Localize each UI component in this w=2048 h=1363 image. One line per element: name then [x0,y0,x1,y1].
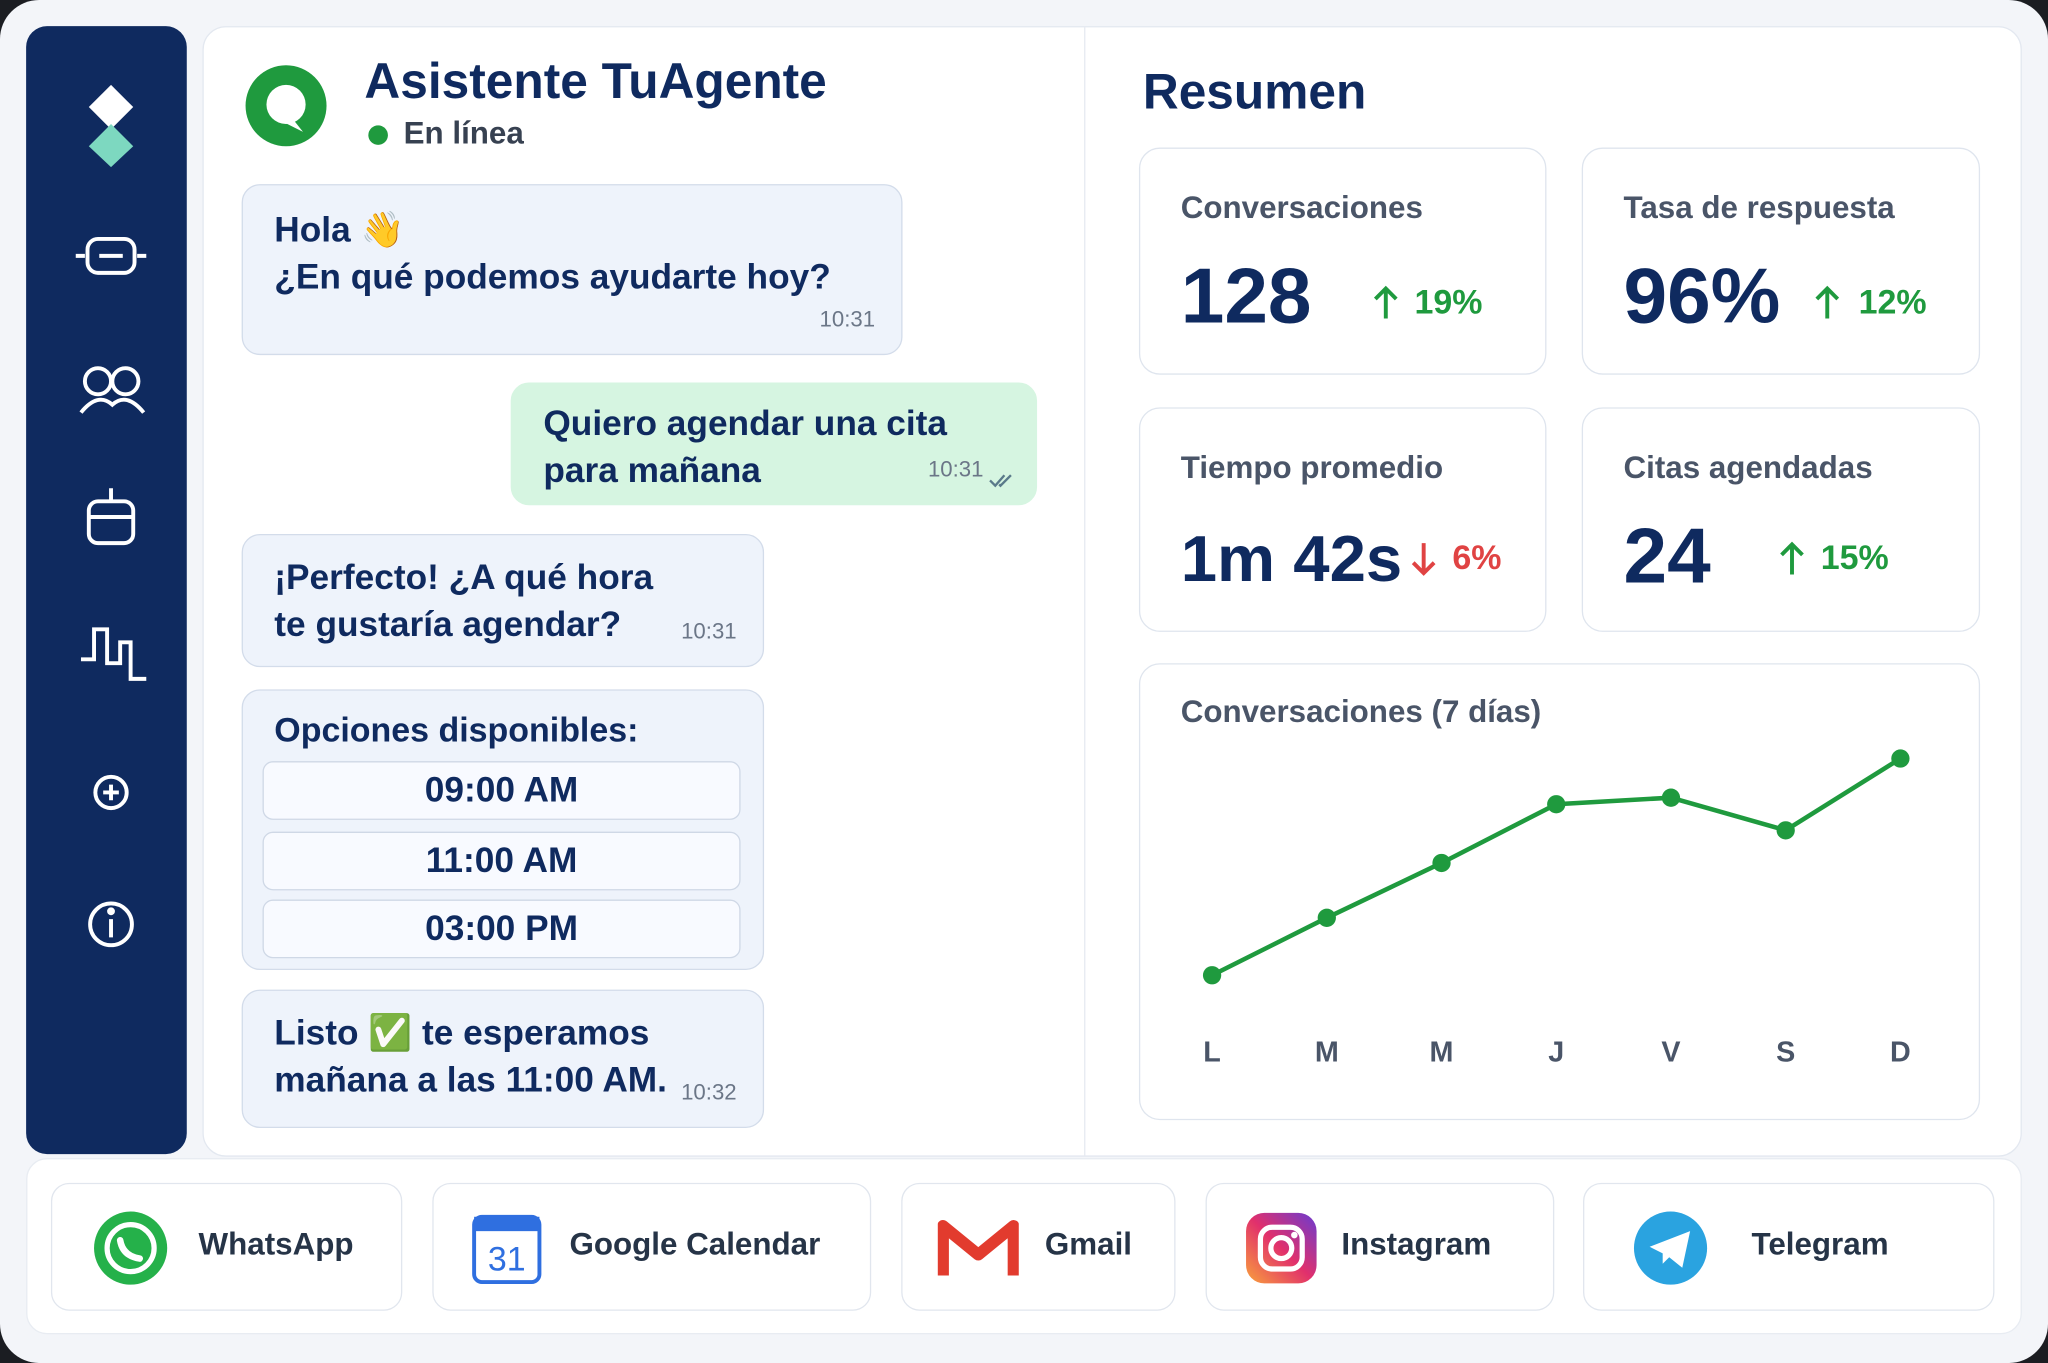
integration-label: Instagram [1341,1227,1492,1263]
agent-avatar [245,65,327,147]
nav-chat[interactable] [75,236,147,275]
stat-change: 12% [1858,282,1927,322]
divider [1084,26,1086,1157]
stat-label: Tasa de respuesta [1623,190,1895,226]
arrow-shape [1411,543,1436,576]
integration[interactable]: 31 Google Calendar [432,1182,872,1311]
integration-label: Telegram [1751,1227,1889,1263]
status: En línea [403,116,524,152]
chart-card: Conversaciones (7 días) L M M J V S D [1138,663,1981,1121]
message-time: 10:31 [681,618,737,644]
integration-label: Google Calendar [569,1227,821,1263]
options-title: Opciones disponibles: [274,710,639,750]
option-button[interactable]: 03:00 PM [262,899,741,959]
stat-change: 15% [1820,537,1889,578]
line [1211,756,1902,978]
stat-change: 6% [1452,537,1502,578]
stat-value: 96% [1623,251,1781,340]
stat-value: 128 [1180,251,1312,340]
stat-label: Citas agendadas [1623,450,1873,486]
option-button[interactable]: 11:00 AM [262,831,741,891]
message-time: 10:31 [819,306,876,332]
read-check [989,474,1012,488]
nav-contacts[interactable] [79,366,146,414]
point [1317,908,1336,927]
integration[interactable]: Telegram [1583,1182,1995,1311]
whatsapp-icon [94,1211,168,1285]
chat-title: Asistente TuAgente [364,54,827,110]
stat-change: 19% [1414,282,1483,322]
status-dot [368,125,388,145]
stat-label: Tiempo promedio [1180,450,1444,486]
nav-info[interactable] [88,901,134,948]
nav-calendar[interactable] [86,488,136,546]
arrow-shape [1780,541,1804,575]
point [1202,966,1222,985]
stat-card: Tasa de respuesta 96% 12% [1581,147,1981,375]
change-arrow [1373,285,1398,319]
change-arrow [1411,543,1436,576]
integration-label: WhatsApp [198,1227,354,1263]
x-tick-label: D [1890,1036,1911,1068]
message: Hola 👋 ¿En qué podemos ayudarte hoy? 10:3… [241,184,903,356]
message-time: 10:31 [927,456,984,482]
stat-card: Conversaciones 128 19% [1138,147,1547,375]
message-text: ¡Perfecto! ¿A qué hora te gustaría agend… [274,557,654,644]
x-tick-label: V [1661,1036,1680,1068]
nav-add[interactable] [93,774,129,811]
integration-label: Gmail [1044,1227,1133,1263]
gmail-icon [937,1220,1019,1276]
message: Listo ✅ te esperamos mañana a las 11:00 … [241,989,765,1129]
chart-title: Conversaciones (7 días) [1181,694,1542,729]
integration[interactable]: WhatsApp [50,1182,403,1311]
x-tick-label: M [1430,1036,1454,1068]
message-time: 10:32 [681,1079,737,1105]
logo-bottom [88,124,134,168]
message-text: Quiero agendar una cita para mañana [543,403,948,490]
telegram-icon [1633,1211,1708,1285]
change-arrow [1815,285,1840,319]
calendar-icon: 31 [472,1214,542,1285]
point [1661,788,1681,807]
stat-card: Citas agendadas 24 15% [1581,407,1981,632]
nav-analytics[interactable] [80,627,147,681]
message-text: Hola 👋 ¿En qué podemos ayudarte hoy? [274,210,831,297]
message-text: Listo ✅ te esperamos mañana a las 11:00 … [274,1013,667,1100]
summary-title: Resumen [1142,65,1367,121]
stat-label: Conversaciones [1180,190,1423,226]
x-tick-label: J [1548,1036,1564,1068]
instagram-icon [1246,1212,1317,1284]
chart: Conversaciones (7 días) L M M J V S D [1181,694,1911,1068]
sidebar [26,26,187,1155]
integration[interactable]: Instagram [1205,1182,1555,1311]
stat-card: Tiempo promedio 1m 42s 6% [1138,407,1547,632]
x-tick-label: M [1315,1036,1339,1068]
stat-value: 24 [1623,511,1711,600]
x-tick-label: L [1203,1036,1221,1068]
stat-value: 1m 42s [1180,522,1403,596]
integration[interactable]: Gmail [901,1182,1176,1311]
point [1891,749,1910,768]
sidebar-icons [75,84,147,948]
message: Quiero agendar una cita para mañana 10:31 [510,382,1038,506]
point [1776,821,1795,840]
point [1547,795,1566,814]
x-tick-label: S [1776,1036,1795,1068]
logo-top [88,84,134,130]
option-button[interactable]: 09:00 AM [262,761,741,820]
arrow-shape [1815,285,1840,319]
point [1432,853,1451,873]
message: ¡Perfecto! ¿A qué hora te gustaría agend… [241,533,765,668]
change-arrow [1780,541,1804,575]
arrow-shape [1373,285,1398,319]
calendar-day: 31 [488,1240,526,1278]
